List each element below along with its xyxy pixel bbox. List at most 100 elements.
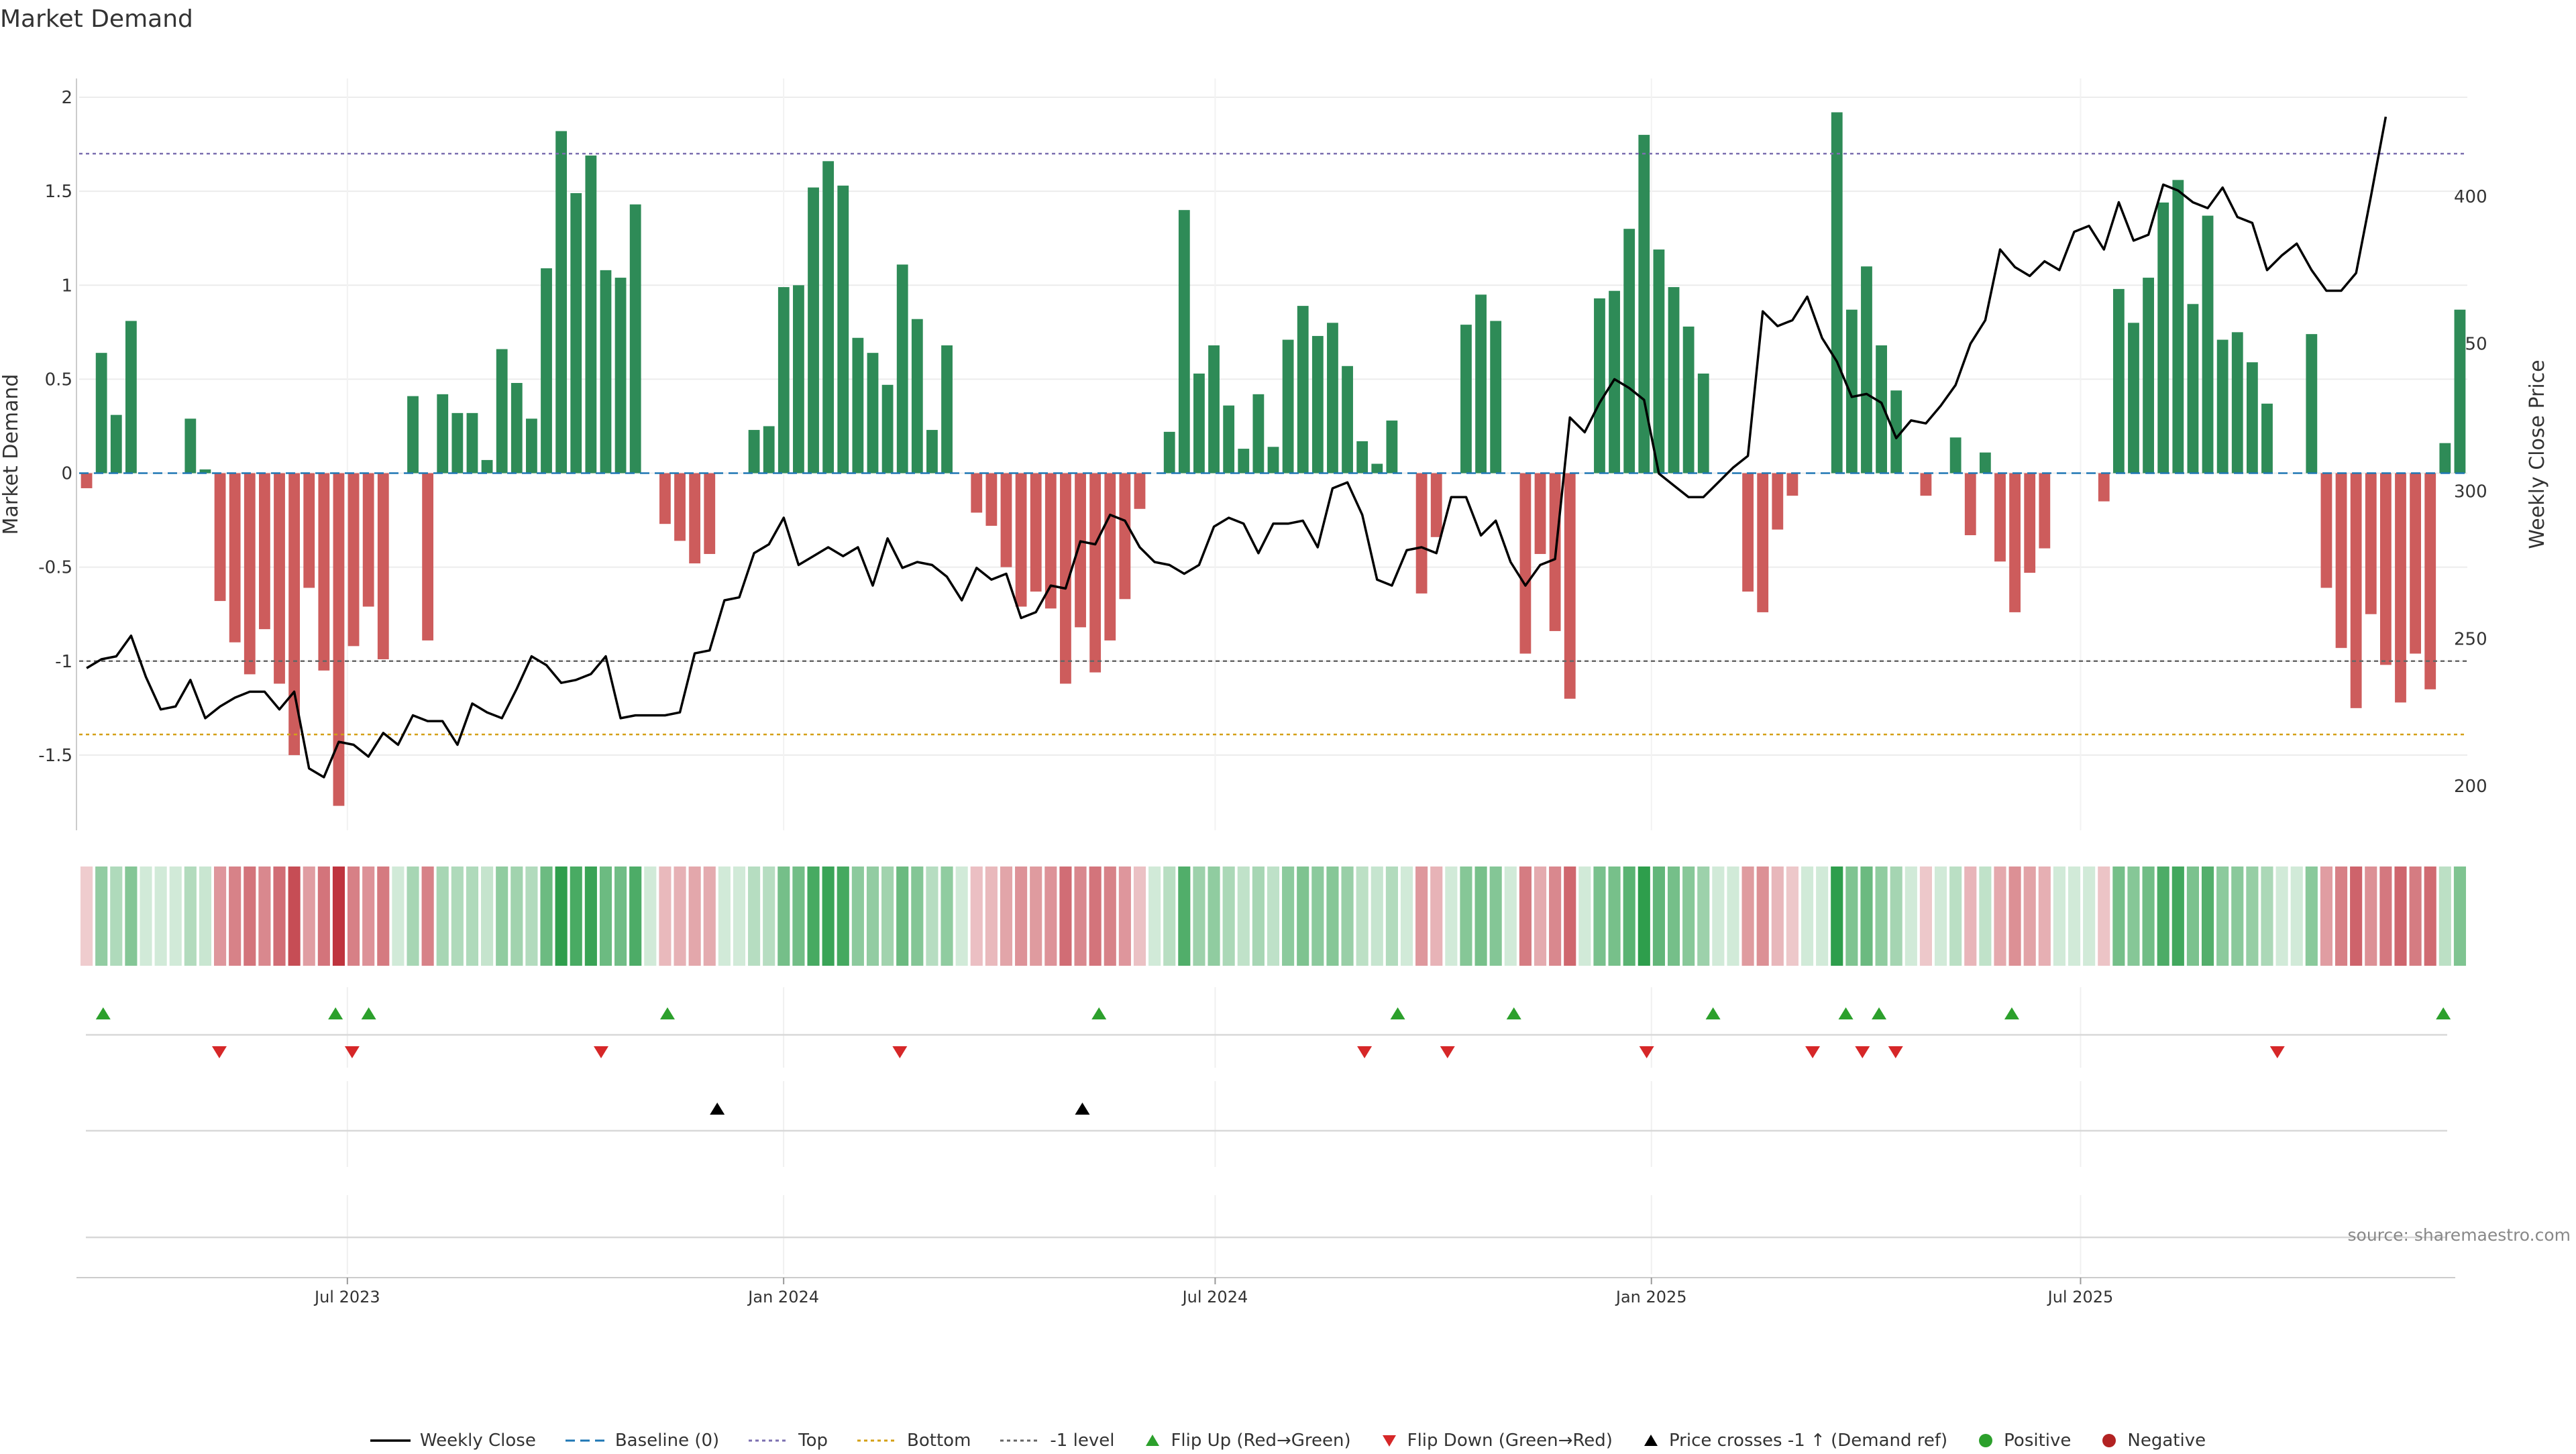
demand-strip-cell xyxy=(1845,866,1858,966)
demand-bar xyxy=(377,473,389,659)
dotted-line-icon xyxy=(857,1439,898,1442)
flip-down-marker xyxy=(1440,1046,1455,1058)
demand-strip-cell xyxy=(1964,866,1977,966)
y2-axis-label: Weekly Close Price xyxy=(2526,359,2549,549)
demand-strip-cell xyxy=(95,866,108,966)
legend-label: Flip Down (Green→Red) xyxy=(1407,1431,1613,1451)
demand-strip-cell xyxy=(2098,866,2110,966)
demand-strip-cell xyxy=(1252,866,1265,966)
demand-bar xyxy=(1104,473,1116,640)
demand-bar xyxy=(614,278,627,473)
flip-down-marker xyxy=(344,1046,360,1058)
demand-bar xyxy=(258,473,270,630)
demand-strip-cell xyxy=(1489,866,1502,966)
demand-strip-cell xyxy=(733,866,746,966)
demand-bar xyxy=(674,473,686,541)
demand-strip-cell xyxy=(2053,866,2065,966)
y-tick-label: -1 xyxy=(55,652,72,672)
flip-down-marker xyxy=(1639,1046,1654,1058)
demand-strip-cell xyxy=(584,866,597,966)
demand-bar xyxy=(1682,326,1695,473)
demand-bar xyxy=(600,270,612,473)
flip-up-marker xyxy=(1838,1007,1854,1019)
demand-strip-cell xyxy=(1979,866,1992,966)
demand-strip-cell xyxy=(911,866,924,966)
demand-strip-cell xyxy=(941,866,953,966)
demand-strip-cell xyxy=(421,866,434,966)
demand-strip-cell xyxy=(1564,866,1576,966)
demand-bar xyxy=(2379,473,2392,665)
demand-strip-cell xyxy=(140,866,152,966)
demand-bar xyxy=(1297,306,1309,473)
demand-strip-cell xyxy=(881,866,894,966)
demand-strip-cell xyxy=(2231,866,2244,966)
demand-bar xyxy=(941,345,953,473)
flip-up-marker xyxy=(1091,1007,1107,1019)
y-tick-label: 0 xyxy=(61,464,72,484)
demand-bar xyxy=(2202,215,2214,473)
demand-strip-cell xyxy=(1919,866,1932,966)
demand-bar xyxy=(466,412,478,473)
demand-bar xyxy=(1994,473,2006,562)
demand-strip-cell xyxy=(1193,866,1205,966)
demand-strip-cell xyxy=(80,866,93,966)
demand-strip-cell xyxy=(1667,866,1680,966)
solid-line-icon xyxy=(370,1439,411,1442)
demand-strip-cell xyxy=(851,866,864,966)
demand-strip-cell xyxy=(392,866,405,966)
demand-bar xyxy=(1772,473,1784,530)
demand-bar xyxy=(199,469,211,473)
demand-strip-cell xyxy=(2409,866,2422,966)
demand-strip-cell xyxy=(1311,866,1324,966)
demand-bar xyxy=(1044,473,1057,609)
demand-bar xyxy=(333,473,345,806)
legend-item-minus1: -1 level xyxy=(1000,1431,1114,1451)
demand-bar xyxy=(585,155,597,473)
demand-strip-cell xyxy=(1400,866,1413,966)
demand-strip-cell xyxy=(2275,866,2288,966)
flip-up-marker xyxy=(1506,1007,1521,1019)
demand-strip-cell xyxy=(985,866,998,966)
demand-strip-cell xyxy=(688,866,701,966)
demand-bar xyxy=(2365,473,2377,614)
dotted-line-icon xyxy=(749,1439,790,1442)
x-tick-label: Jan 2024 xyxy=(747,1288,819,1306)
demand-bar xyxy=(1415,473,1428,594)
legend-label: -1 level xyxy=(1050,1431,1115,1451)
demand-bar xyxy=(362,473,374,607)
demand-strip-cell xyxy=(1415,866,1428,966)
demand-strip-cell xyxy=(1015,866,1028,966)
demand-bar xyxy=(303,473,315,588)
demand-strip-cell xyxy=(807,866,820,966)
demand-bar xyxy=(1460,325,1472,473)
legend-label: Top xyxy=(798,1431,828,1451)
demand-strip-cell xyxy=(1445,866,1458,966)
demand-bar xyxy=(2231,332,2243,473)
flip-down-marker xyxy=(1805,1046,1821,1058)
demand-strip-cell xyxy=(347,866,360,966)
y-tick-label: 1 xyxy=(61,276,72,296)
main-panel: 21.510.50-0.5-1-1.5200250300350400Market… xyxy=(0,78,2549,830)
demand-strip-cell xyxy=(110,866,123,966)
demand-strip-cell xyxy=(1000,866,1013,966)
demand-strip-cell xyxy=(659,866,672,966)
demand-strip-cell xyxy=(540,866,553,966)
demand-strip-cell xyxy=(2023,866,2036,966)
demand-strip-cell xyxy=(1608,866,1621,966)
demand-bar xyxy=(318,473,330,671)
demand-bar xyxy=(1163,431,1175,473)
demand-strip-cell xyxy=(525,866,538,966)
demand-bar xyxy=(2335,473,2347,649)
demand-strip-cell xyxy=(1934,866,1947,966)
demand-strip-cell xyxy=(718,866,731,966)
demand-bar xyxy=(2024,473,2036,573)
demand-strip-cell xyxy=(896,866,909,966)
demand-bar xyxy=(347,473,360,647)
demand-bar xyxy=(1890,390,1902,473)
demand-bar xyxy=(2112,288,2125,473)
color-strip-panel xyxy=(80,866,2467,966)
demand-bar xyxy=(1594,298,1605,473)
demand-strip-cell xyxy=(1430,866,1443,966)
demand-strip-cell xyxy=(169,866,182,966)
demand-strip-cell xyxy=(1474,866,1487,966)
